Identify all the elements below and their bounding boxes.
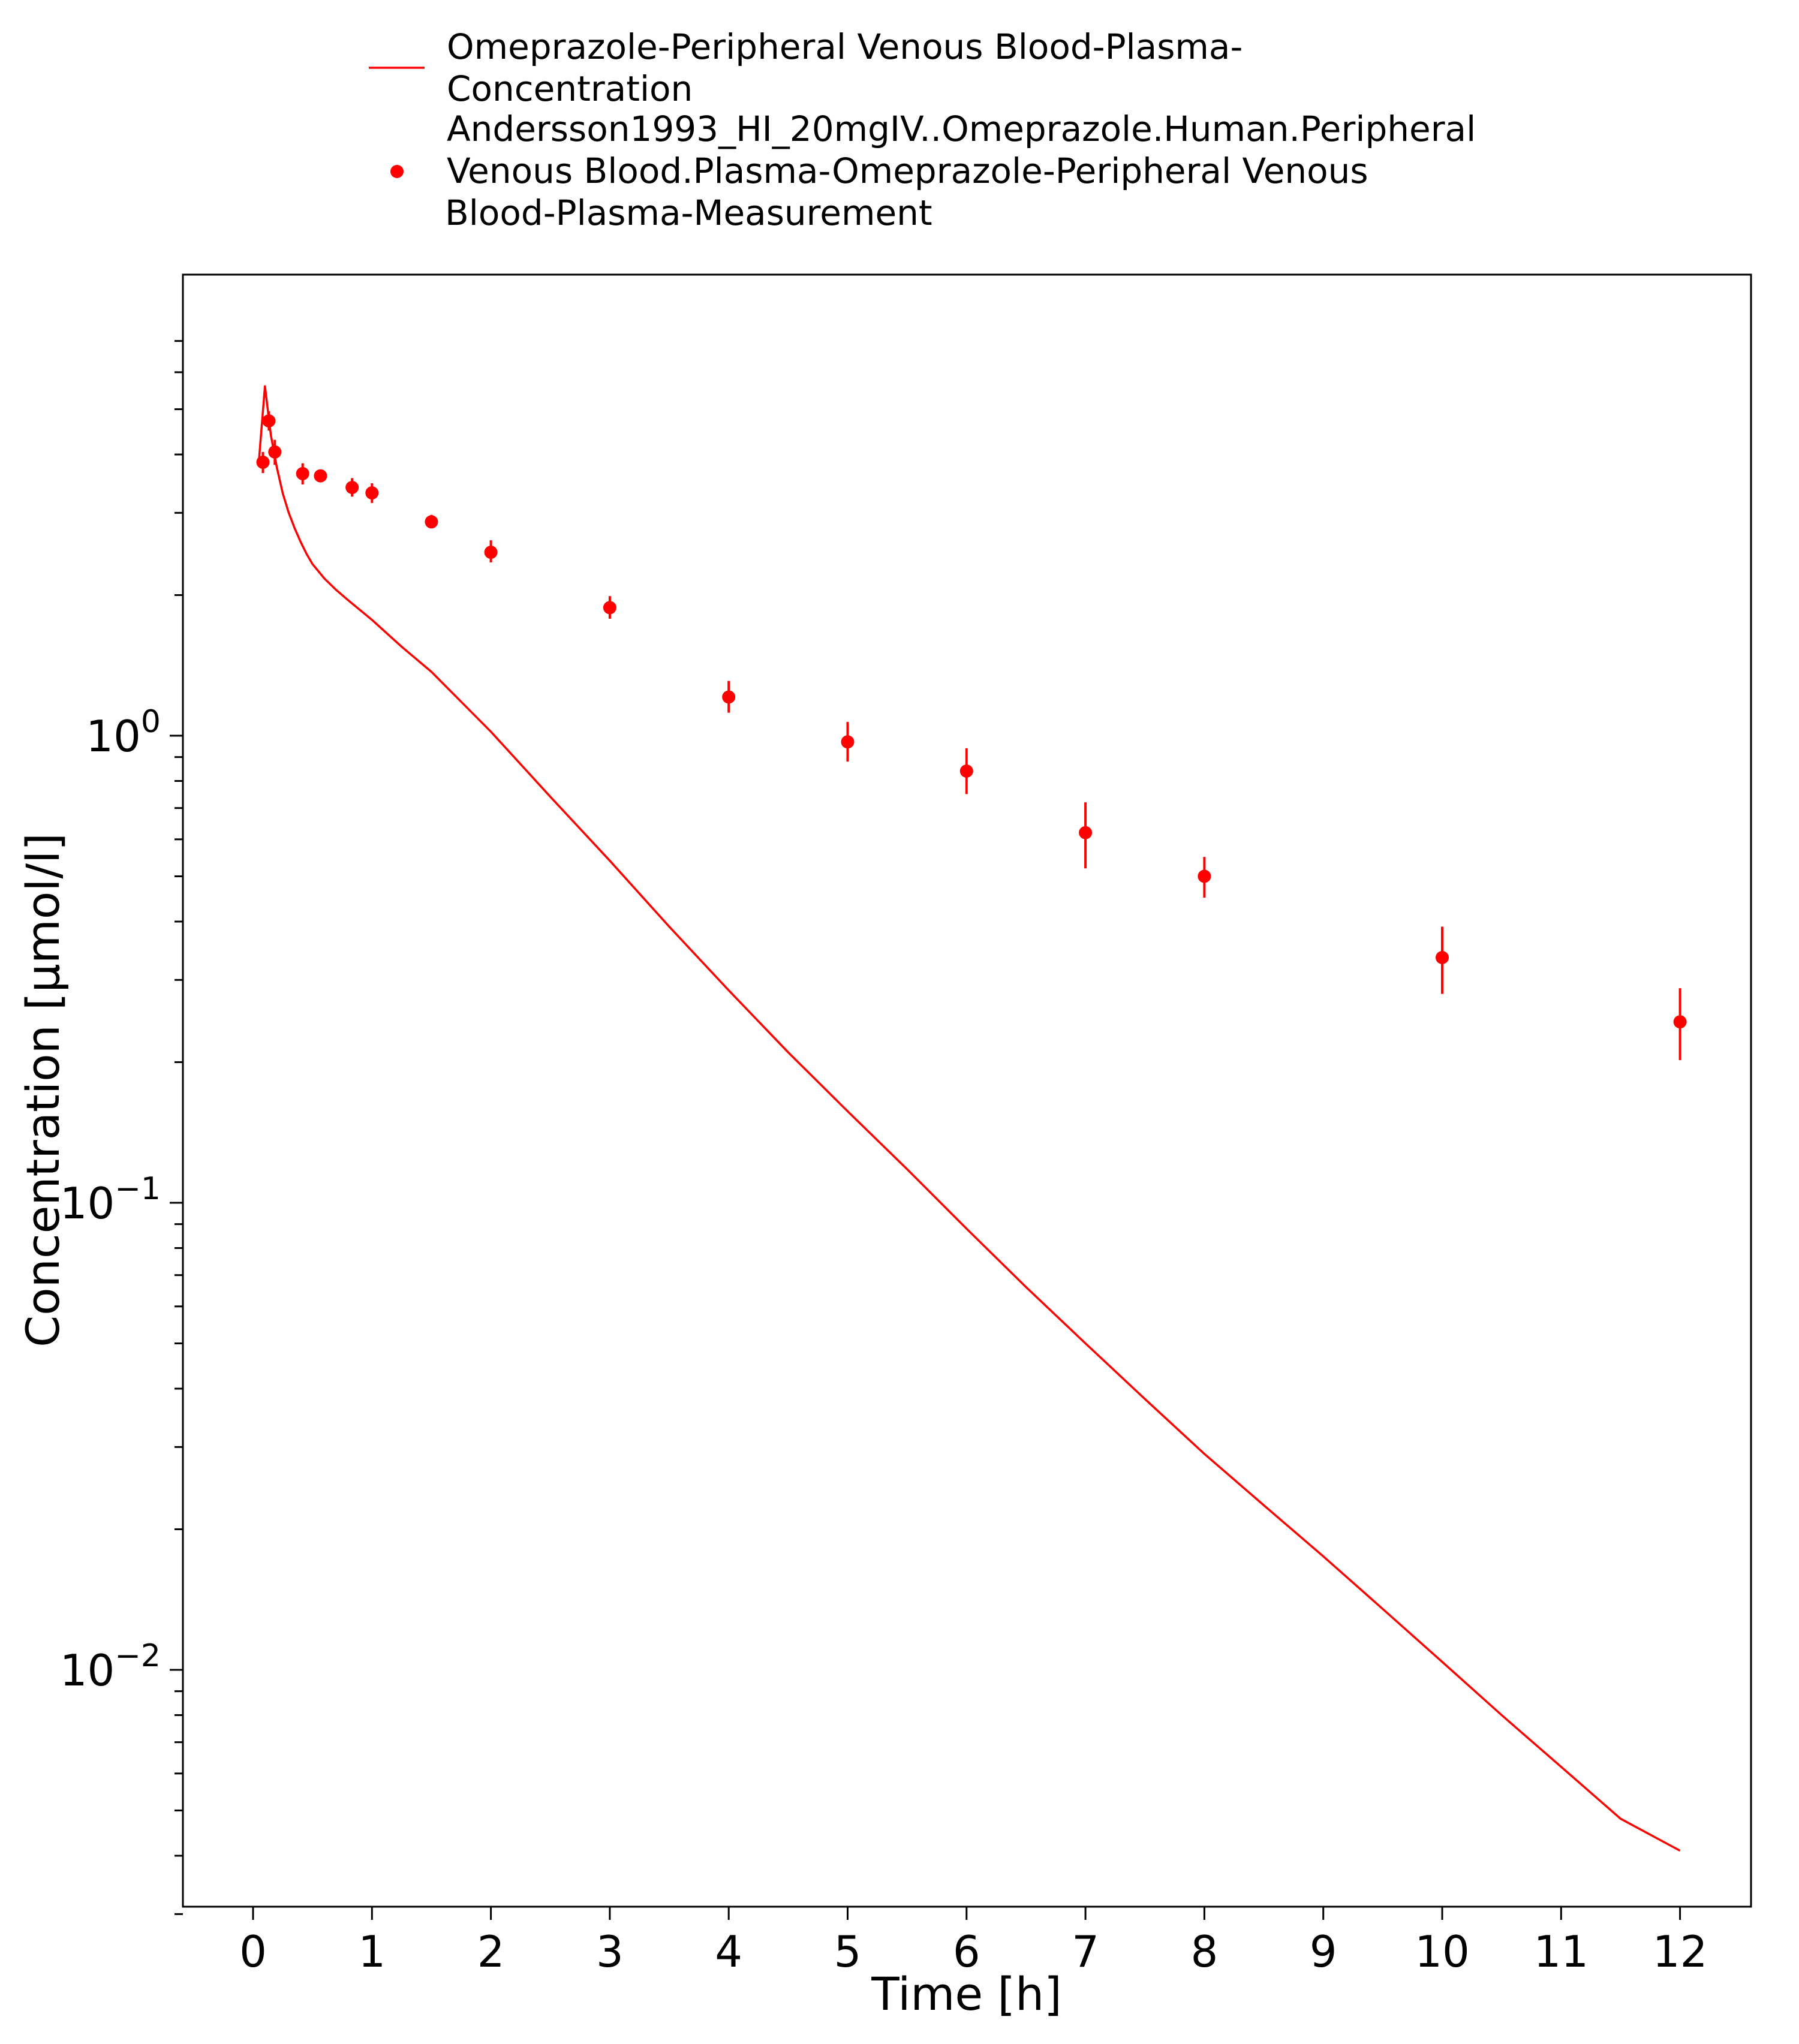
measurement-point [1673,1015,1687,1029]
measurement-point [262,414,276,428]
simulated-concentration-line [258,385,1681,1852]
measurement-point [365,486,379,500]
y-tick-label: 100 [86,704,161,761]
x-tick-label: 0 [239,1926,267,1977]
measurement-point [268,445,282,459]
y-tick-label: 10−2 [60,1638,161,1696]
legend-label-line: Omeprazole-Peripheral Venous Blood-Plasm… [447,26,1243,67]
x-tick-label: 1 [358,1926,386,1977]
legend-marker-swatch [390,165,404,178]
y-tick-label: 10−1 [60,1171,161,1229]
x-tick-label: 6 [953,1926,980,1977]
legend-label-line: Blood-Plasma-Measurement [445,192,932,233]
y-axis-title: Concentration [µmol/l] [16,833,70,1347]
x-tick-label: 7 [1072,1926,1099,1977]
measurement-point [296,466,309,480]
x-tick-label: 2 [477,1926,505,1977]
legend: Omeprazole-Peripheral Venous Blood-Plasm… [369,26,1476,233]
measurement-point [603,601,616,615]
measurement-point [1198,869,1211,883]
measurement-point [1436,950,1449,964]
measurement-point [841,735,855,749]
measurement-point [345,480,359,494]
measurement-point [314,469,327,483]
series-layer [256,385,1687,1852]
measurement-point [959,764,973,778]
x-tick-label: 3 [596,1926,624,1977]
measurement-point [722,690,736,704]
y-axis: 100 10−1 10−2 [60,340,183,1915]
x-tick-label: 10 [1415,1926,1470,1977]
legend-label-line: Venous Blood.Plasma-Omeprazole-Periphera… [447,150,1368,191]
x-tick-label: 11 [1533,1926,1589,1977]
legend-label-line: Andersson1993_HI_20mgIV..Omeprazole.Huma… [447,109,1476,149]
x-tick-label: 8 [1190,1926,1218,1977]
legend-label-line: Concentration [447,68,693,109]
x-tick-label: 4 [715,1926,742,1977]
x-tick-label: 9 [1310,1926,1337,1977]
plot-area-frame [182,273,1752,1908]
x-tick-label: 5 [834,1926,862,1977]
measurement-point [1079,826,1093,839]
x-axis-title: Time [h] [871,1967,1062,2021]
measurement-point [425,515,438,529]
x-axis: 0 1 2 3 4 5 6 7 8 9 10 11 12 [239,1907,1707,1977]
measurement-point [256,455,270,469]
x-tick-label: 12 [1653,1926,1708,1977]
measurement-point [484,546,498,559]
